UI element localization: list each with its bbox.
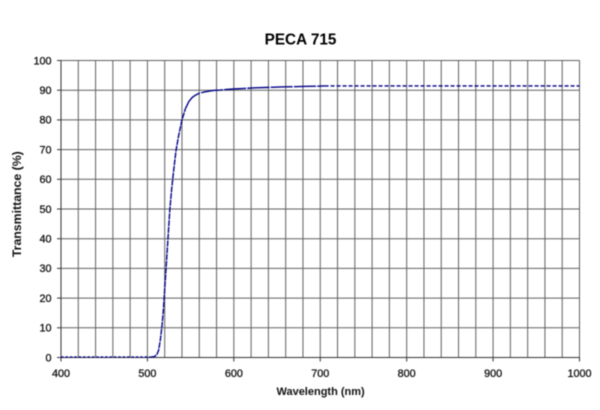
svg-text:90: 90 — [39, 85, 51, 97]
svg-text:0: 0 — [45, 352, 51, 364]
svg-text:30: 30 — [39, 263, 51, 275]
svg-text:50: 50 — [39, 204, 51, 216]
svg-text:900: 900 — [484, 368, 502, 380]
svg-text:800: 800 — [398, 368, 416, 380]
svg-text:60: 60 — [39, 174, 51, 186]
svg-text:40: 40 — [39, 234, 51, 246]
svg-text:70: 70 — [39, 144, 51, 156]
svg-text:PECA 715: PECA 715 — [265, 32, 337, 49]
svg-text:20: 20 — [39, 293, 51, 305]
svg-text:400: 400 — [52, 368, 70, 380]
svg-text:1000: 1000 — [567, 368, 591, 380]
svg-text:500: 500 — [138, 368, 156, 380]
svg-text:80: 80 — [39, 115, 51, 127]
svg-text:600: 600 — [225, 368, 243, 380]
svg-text:100: 100 — [33, 55, 51, 67]
svg-text:700: 700 — [311, 368, 329, 380]
svg-text:10: 10 — [39, 323, 51, 335]
svg-text:Wavelength (nm): Wavelength (nm) — [276, 386, 365, 398]
svg-text:Transmittance (%): Transmittance (%) — [10, 151, 24, 257]
